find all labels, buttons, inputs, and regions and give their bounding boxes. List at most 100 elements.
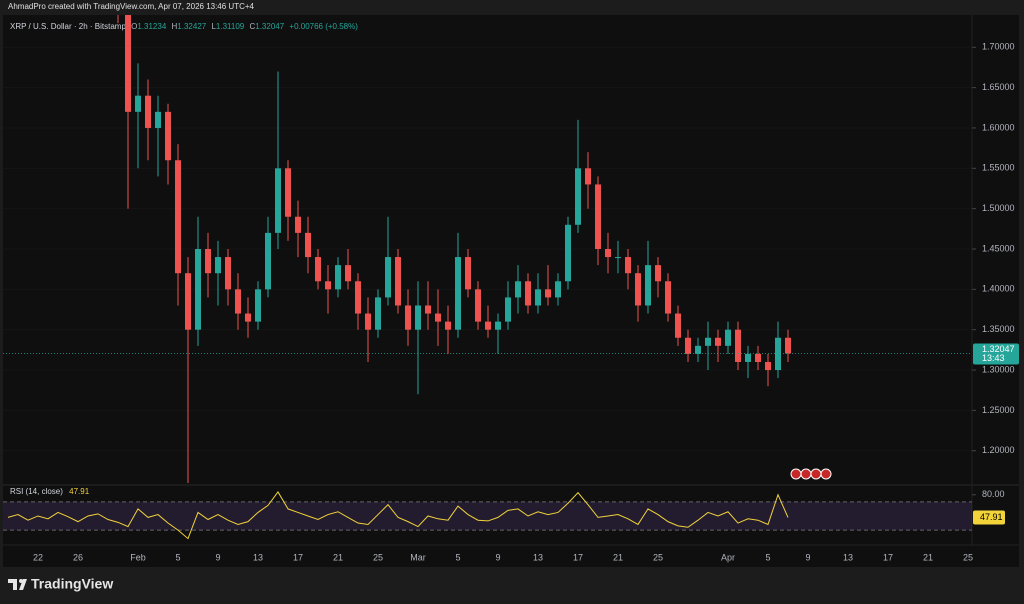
logo-mark: [8, 579, 27, 590]
candle-body: [245, 313, 251, 322]
rsi-title: RSI (14, close): [10, 487, 63, 496]
candle-body: [755, 353, 761, 362]
x-tick-label: 13: [253, 552, 263, 562]
candle-body: [735, 329, 741, 362]
rsi-band: [3, 501, 972, 531]
candle-body: [475, 289, 481, 322]
candle-body: [685, 337, 691, 354]
candle-body: [325, 281, 331, 290]
event-icon[interactable]: [820, 468, 832, 480]
candle-body: [485, 321, 491, 330]
x-tick-label: 21: [923, 552, 933, 562]
ohlc-value: 1.32047: [255, 22, 284, 31]
candle-body: [605, 249, 611, 258]
candle-body: [355, 281, 361, 314]
candle-body: [465, 257, 471, 290]
x-tick-label: 5: [765, 552, 770, 562]
candle-body: [165, 111, 171, 161]
candle-body: [535, 289, 541, 306]
event-icons[interactable]: [790, 468, 832, 480]
y-tick-label: 1.30000: [982, 364, 1015, 374]
countdown: 13:43: [982, 353, 1005, 363]
y-tick-label: 1.25000: [982, 405, 1015, 415]
x-tick-label: Mar: [410, 552, 426, 562]
candle-body: [425, 305, 431, 314]
x-tick-label: 9: [805, 552, 810, 562]
last-price-label: 1.32047: [982, 344, 1015, 354]
x-tick-label: 21: [613, 552, 623, 562]
logo: TradingView: [8, 576, 113, 592]
candle-body: [145, 95, 151, 128]
candle-body: [675, 313, 681, 338]
candle-body: [655, 265, 661, 282]
candle-body: [265, 232, 271, 290]
candle-body: [415, 305, 421, 330]
candle-body: [715, 337, 721, 346]
legend: XRP / U.S. Dollar · 2h · Bitstamp O1.312…: [10, 22, 358, 31]
candle-body: [515, 281, 521, 298]
y-tick-label: 1.50000: [982, 203, 1015, 213]
x-tick-label: Apr: [721, 552, 735, 562]
x-tick-label: 17: [573, 552, 583, 562]
rsi-y-tick-label: 80.00: [982, 489, 1005, 499]
candle-body: [615, 257, 621, 259]
candle-body: [665, 281, 671, 314]
y-tick-label: 1.70000: [982, 42, 1015, 52]
x-tick-label: 22: [33, 552, 43, 562]
candle-body: [125, 15, 131, 112]
y-tick-label: 1.35000: [982, 324, 1015, 334]
rsi-legend: RSI (14, close) 47.91: [10, 487, 90, 496]
x-tick-label: 25: [373, 552, 383, 562]
ohlc-key: C: [249, 22, 255, 31]
symbol-title: XRP / U.S. Dollar · 2h · Bitstamp: [10, 22, 126, 31]
ohlc-value: 1.31109: [216, 22, 245, 31]
candle-body: [765, 361, 771, 371]
candle-body: [595, 184, 601, 249]
candle-body: [635, 273, 641, 306]
candle-body: [395, 257, 401, 306]
candle-body: [155, 111, 161, 128]
candle-body: [195, 249, 201, 330]
credit: AhmadPro created with TradingView.com, A…: [8, 2, 255, 11]
x-tick-label: 9: [215, 552, 220, 562]
y-tick-label: 1.65000: [982, 82, 1015, 92]
candle-body: [225, 257, 231, 290]
candle-body: [495, 321, 501, 330]
candle-body: [385, 257, 391, 298]
ohlc-key: O: [131, 22, 137, 31]
rsi-line: [7, 491, 789, 540]
rsi-value-tag: [973, 510, 1005, 525]
candle-body: [585, 168, 591, 185]
x-tick-label: 26: [73, 552, 83, 562]
x-tick-label: 21: [333, 552, 343, 562]
chart-background: [3, 15, 1019, 567]
candle-body: [275, 168, 281, 233]
candles: [117, 15, 791, 483]
candle-body: [505, 297, 511, 322]
rsi: [3, 491, 972, 540]
y-tick-label: 1.60000: [982, 122, 1015, 132]
change: +0.00766 (+0.58%): [289, 22, 358, 31]
candle-body: [745, 353, 751, 362]
ohlc-key: L: [211, 22, 216, 31]
event-icon[interactable]: [800, 468, 812, 480]
candle-body: [645, 265, 651, 306]
candle-body: [405, 305, 411, 330]
x-tick-label: 25: [653, 552, 663, 562]
event-icon[interactable]: [790, 468, 802, 480]
event-icon[interactable]: [810, 468, 822, 480]
candle-body: [545, 289, 551, 298]
x-tick-label: Feb: [130, 552, 146, 562]
candle-body: [215, 257, 221, 274]
candle-body: [295, 216, 301, 233]
candle-body: [445, 321, 451, 330]
y-tick-label: 1.40000: [982, 284, 1015, 294]
candle-body: [705, 337, 711, 346]
candle-body: [725, 329, 731, 346]
x-tick-label: 13: [843, 552, 853, 562]
ohlc-key: H: [172, 22, 178, 31]
candle-body: [565, 224, 571, 282]
x-tick-label: 13: [533, 552, 543, 562]
